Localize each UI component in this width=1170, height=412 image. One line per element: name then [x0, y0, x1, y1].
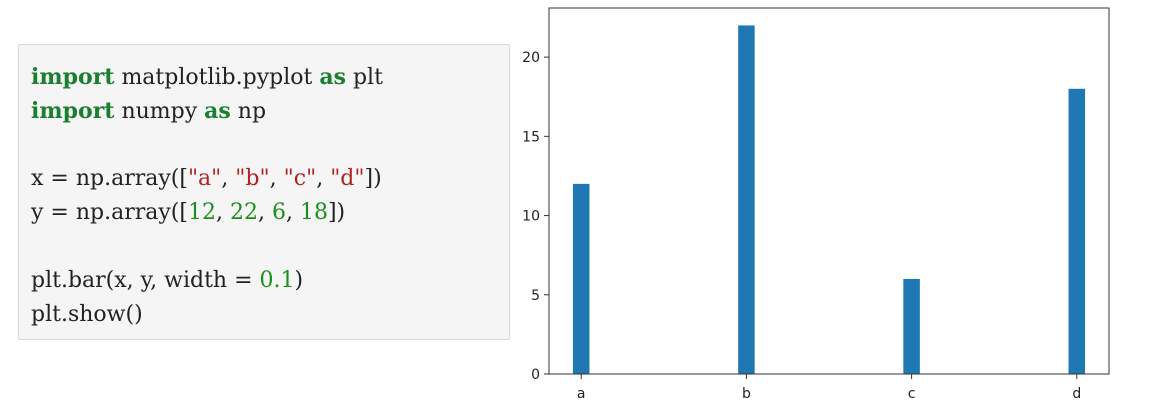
code-line: import matplotlib.pyplot as plt [31, 60, 509, 94]
y-tick-label: 5 [531, 288, 540, 304]
x-tick-label: d [1072, 386, 1081, 402]
y-tick-label: 0 [531, 367, 540, 383]
code-keyword: import [31, 98, 115, 124]
bar-b [738, 25, 755, 375]
code-text: np [230, 99, 267, 124]
code-number: 6 [271, 200, 286, 225]
code-cell[interactable]: import matplotlib.pyplot as plt import nu… [18, 44, 510, 340]
code-text: ]) [364, 166, 382, 191]
code-number: 18 [299, 200, 328, 225]
code-string: "c" [283, 166, 317, 191]
code-text: plt.show() [31, 302, 143, 327]
x-tick-label: a [577, 386, 586, 402]
code-keyword: as [319, 64, 346, 90]
bar-d [1068, 88, 1086, 375]
code-text: , [221, 166, 236, 191]
code-text: ) [294, 268, 304, 293]
code-text: numpy [114, 99, 205, 124]
code-text: x = np.array([ [31, 166, 188, 191]
plot-frame [548, 7, 1110, 375]
code-text: matplotlib.pyplot [114, 65, 320, 90]
code-keyword: import [31, 64, 115, 90]
y-tick-label: 10 [522, 209, 540, 225]
code-number: 0.1 [259, 268, 295, 293]
code-line: import numpy as np [31, 94, 509, 128]
y-tick-label: 15 [522, 129, 540, 145]
code-line: x = np.array(["a", "b", "c", "d"]) [31, 162, 509, 196]
bar-a [572, 183, 590, 374]
x-tick-label: b [742, 386, 751, 402]
code-text: , [285, 200, 300, 225]
code-text: , [269, 166, 284, 191]
code-string: "d" [330, 166, 365, 191]
code-text: plt [345, 65, 383, 90]
code-number: 12 [187, 200, 216, 225]
code-string: "a" [187, 166, 222, 191]
code-text: , [257, 200, 272, 225]
x-tick-label: c [908, 386, 916, 402]
code-string: "b" [235, 166, 270, 191]
y-tick-label: 20 [522, 50, 540, 66]
code-text: y = np.array([ [31, 200, 188, 225]
code-line: plt.show() [31, 298, 509, 332]
code-text: ]) [327, 200, 346, 225]
code-line: plt.bar(x, y, width = 0.1) [31, 264, 509, 298]
code-keyword: as [204, 98, 231, 124]
code-line: y = np.array([12, 22, 6, 18]) [31, 196, 509, 230]
code-number: 22 [229, 200, 258, 225]
bar-c [903, 278, 920, 374]
code-text: plt.bar(x, y, width = [31, 268, 260, 293]
code-text: , [316, 166, 331, 191]
code-text: , [215, 200, 230, 225]
